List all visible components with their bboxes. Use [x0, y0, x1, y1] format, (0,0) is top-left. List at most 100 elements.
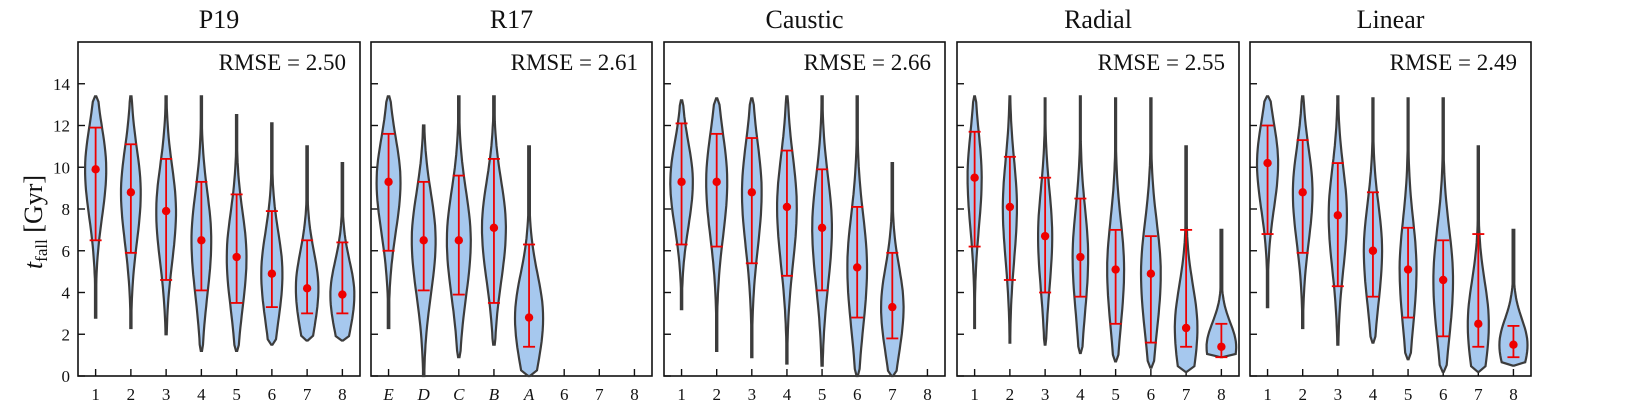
y-tick-label: 0: [62, 367, 71, 386]
median-point: [161, 206, 171, 216]
x-tick-label: 2: [127, 385, 136, 404]
median-point: [1368, 246, 1378, 255]
median-point: [1217, 342, 1226, 351]
x-tick-label: 6: [1147, 385, 1156, 404]
rmse-label: RMSE = 2.55: [1098, 50, 1225, 75]
x-tick-label: 7: [1474, 385, 1483, 404]
median-point: [1146, 269, 1156, 278]
rmse-label: RMSE = 2.49: [1390, 50, 1517, 75]
panel-title: R17: [490, 5, 533, 34]
x-tick-label: 5: [818, 385, 827, 404]
median-point: [1298, 188, 1307, 197]
x-tick-label: 6: [1439, 385, 1448, 404]
median-point: [419, 236, 428, 245]
plot-frame: [77, 41, 361, 377]
x-tick-label: 5: [1404, 385, 1413, 404]
median-point: [1438, 275, 1448, 285]
x-tick-label: 4: [197, 385, 206, 404]
panel-radial: Radial 1 2 3 4 5 6 7 8 RMSE = 2.55: [956, 5, 1240, 404]
x-tick-label: 4: [1369, 385, 1378, 404]
panel-title: P19: [199, 5, 239, 34]
median-point: [1263, 158, 1272, 168]
panel-caustic: Caustic 1 2 3 4 5 6 7 8 RMSE = 2.66: [663, 5, 946, 404]
y-tick-label: 2: [62, 325, 71, 344]
x-tick-label: 4: [1076, 385, 1085, 404]
median-point: [91, 165, 100, 174]
x-tick-label: C: [453, 385, 465, 404]
median-point: [1181, 323, 1191, 333]
panel-title: Radial: [1064, 5, 1132, 34]
rmse-label: RMSE = 2.50: [219, 50, 346, 75]
violin-6: [1432, 97, 1455, 373]
median-point: [1040, 231, 1050, 241]
y-tick-label: 6: [62, 242, 71, 261]
x-tick-label: D: [417, 385, 431, 404]
x-tick-label: B: [489, 385, 500, 404]
x-tick-label: 5: [232, 385, 241, 404]
x-tick-label: 8: [630, 385, 639, 404]
x-tick-label: 7: [303, 385, 312, 404]
median-point: [970, 173, 979, 182]
median-point: [817, 223, 827, 232]
median-point: [126, 188, 136, 197]
median-point: [677, 177, 686, 187]
median-point: [302, 284, 312, 293]
median-point: [1076, 252, 1085, 262]
y-tick-label: 10: [53, 158, 70, 177]
x-tick-label: 1: [677, 385, 686, 404]
y-tick-label: 8: [62, 200, 71, 219]
median-point: [1333, 211, 1343, 220]
x-tick-label: 3: [748, 385, 757, 404]
violin-6: [1139, 97, 1162, 369]
panel-title: Linear: [1357, 5, 1425, 34]
x-tick-label: 3: [162, 385, 171, 404]
violin-8: [1205, 228, 1238, 359]
median-point: [888, 302, 897, 312]
x-tick-label: 2: [1298, 385, 1307, 404]
x-tick-label: A: [523, 385, 535, 404]
x-tick-label: 1: [1263, 385, 1272, 404]
x-tick-label: 8: [338, 385, 347, 404]
x-tick-label: 3: [1041, 385, 1050, 404]
panel-linear: Linear 1 2 3 4 5 6 7 8 RMSE = 2.49: [1249, 5, 1532, 404]
x-tick-label: 6: [853, 385, 862, 404]
x-tick-label: 4: [783, 385, 792, 404]
x-tick-label: 6: [268, 385, 277, 404]
median-point: [267, 269, 277, 278]
x-tick-label: 8: [1217, 385, 1226, 404]
median-point: [232, 252, 241, 262]
rmse-label: RMSE = 2.61: [511, 50, 638, 75]
y-tick-label: 12: [53, 117, 70, 136]
x-tick-label: 2: [1006, 385, 1015, 404]
median-point: [1474, 319, 1483, 329]
y-axis-label-var: t: [19, 261, 48, 269]
median-point: [1005, 202, 1015, 212]
panel-r17: R17 E D C B A 6 7 8 RMSE = 2.61: [370, 5, 653, 404]
y-tick-label: 14: [53, 75, 71, 94]
x-tick-label: 7: [1182, 385, 1191, 404]
x-tick-label: 7: [888, 385, 897, 404]
median-point: [747, 188, 757, 197]
median-point: [338, 290, 347, 299]
y-axis-label: tfall [Gyr]: [19, 175, 51, 269]
x-tick-label: 7: [595, 385, 604, 404]
median-point: [197, 236, 206, 245]
y-axis-label-unit: [Gyr]: [19, 175, 48, 239]
y-tick-label: 4: [62, 284, 71, 303]
median-point: [1509, 340, 1518, 349]
median-point: [489, 223, 499, 232]
median-point: [782, 202, 792, 212]
violin-8: [1498, 228, 1529, 367]
x-tick-label: 2: [712, 385, 721, 404]
y-axis-label-sub: fall: [32, 239, 51, 262]
median-point: [454, 236, 464, 245]
x-tick-label: 8: [1509, 385, 1518, 404]
rmse-label: RMSE = 2.66: [804, 50, 931, 75]
x-tick-label: 8: [923, 385, 932, 404]
median-point: [1403, 265, 1413, 274]
x-tick-label: 6: [560, 385, 569, 404]
x-tick-label: 1: [970, 385, 979, 404]
